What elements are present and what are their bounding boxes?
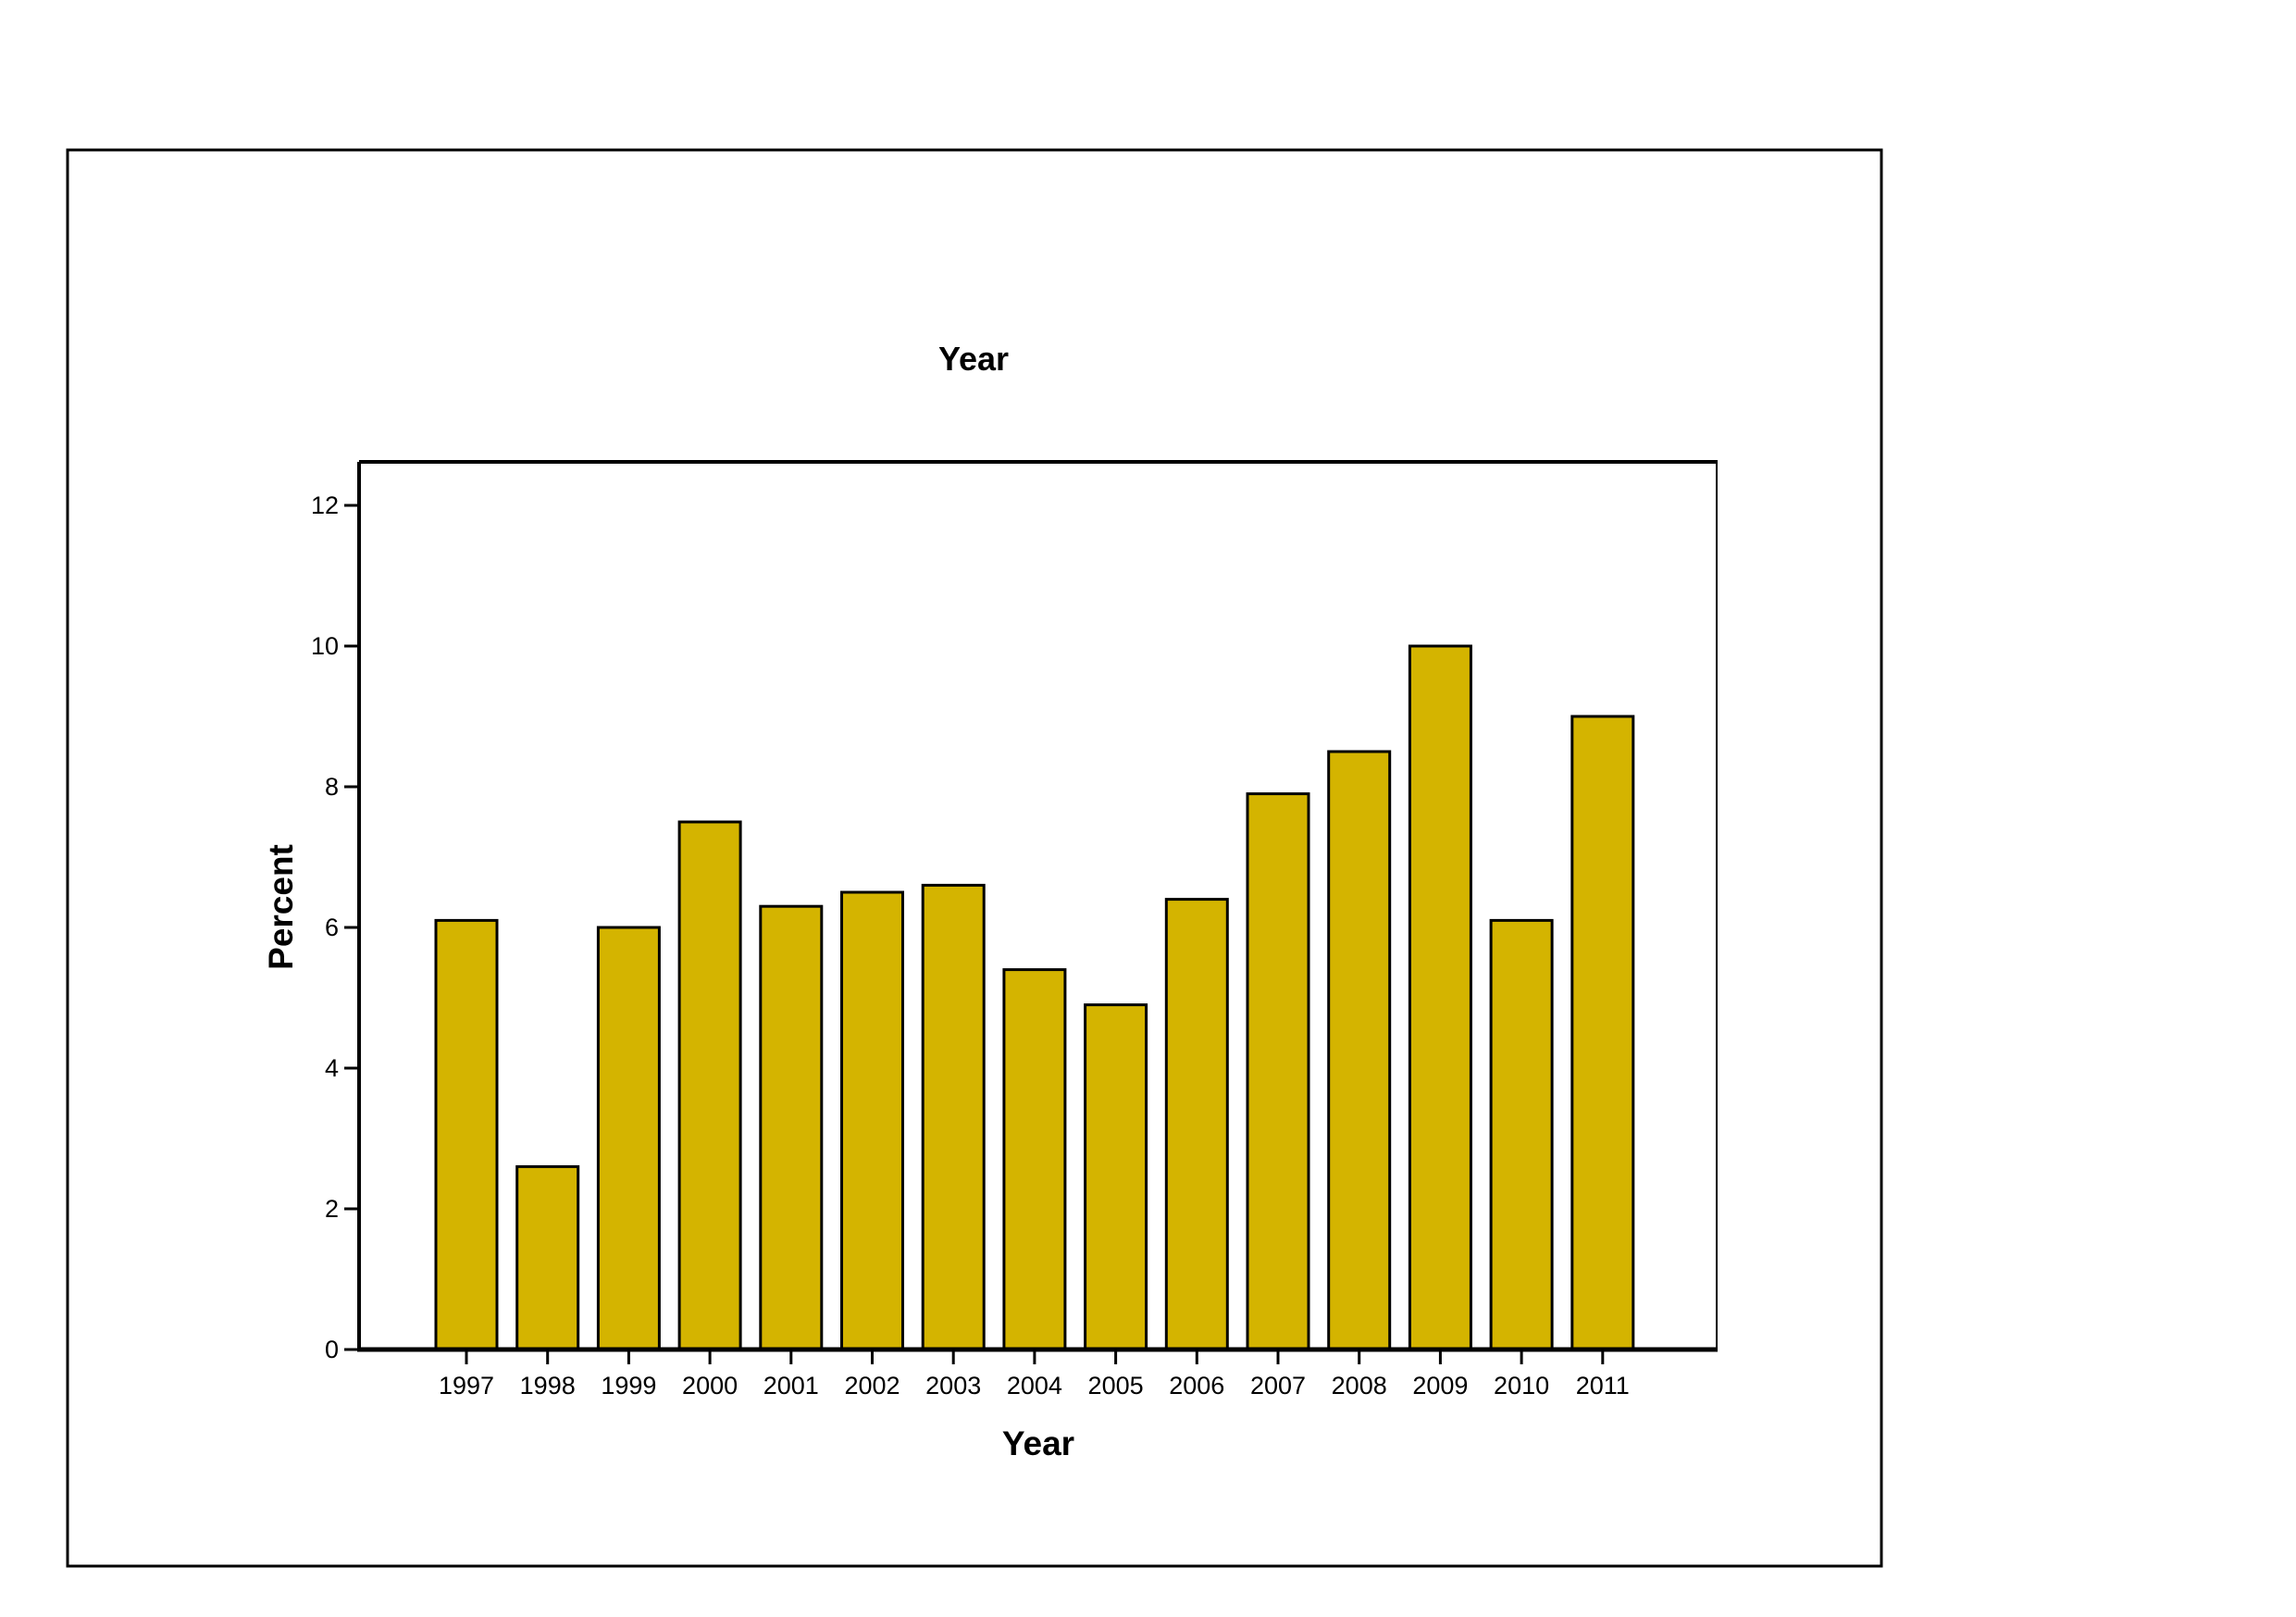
bar-2000 [677,820,742,1351]
bar-1997 [434,918,499,1351]
bar-2007 [1246,792,1310,1351]
bar-1999 [596,926,661,1351]
x-ticks: 1997 1998 1999 2000 2001 2002 2003 2004 2005 2006… [439,1350,1630,1399]
x-tick-label: 2003 [925,1372,981,1399]
x-tick-label: 2010 [1494,1372,1549,1399]
bar-2009 [1408,644,1472,1351]
y-tick-label: 0 [325,1336,339,1363]
x-axis-title: Year [1002,1424,1074,1462]
bar-2006 [1164,898,1229,1351]
bar-2005 [1084,1003,1148,1351]
x-tick-label: 2009 [1412,1372,1468,1399]
bars [434,644,1635,1351]
y-axis-title: Percent [262,844,300,970]
bar-2001 [759,904,824,1351]
x-tick-label: 2006 [1169,1372,1224,1399]
x-tick-label: 2008 [1332,1372,1387,1399]
x-tick-label: 2002 [844,1372,900,1399]
x-tick-label: 2000 [682,1372,738,1399]
y-tick-label: 4 [325,1054,339,1082]
bar-2011 [1570,715,1635,1351]
x-tick-label: 2004 [1007,1372,1062,1399]
x-tick-label: 1997 [439,1372,494,1399]
x-tick-label: 2005 [1088,1372,1144,1399]
x-tick-label: 1998 [520,1372,576,1399]
y-tick-label: 2 [325,1195,339,1223]
y-ticks: 0 2 4 6 8 10 12 [311,491,359,1363]
bar-2003 [921,883,986,1351]
x-tick-label: 2007 [1250,1372,1306,1399]
y-tick-label: 12 [311,491,339,519]
bar-1998 [515,1164,580,1351]
bar-2004 [1002,968,1067,1351]
x-tick-label: 2001 [763,1372,819,1399]
bar-2002 [840,890,904,1351]
bar-2008 [1327,750,1392,1351]
y-tick-label: 10 [311,632,339,660]
bar-2010 [1489,918,1554,1351]
chart-title: Year [938,340,1009,378]
x-tick-label: 2011 [1576,1372,1630,1399]
y-tick-label: 8 [325,773,339,801]
x-tick-label: 1999 [601,1372,656,1399]
y-tick-label: 6 [325,914,339,941]
